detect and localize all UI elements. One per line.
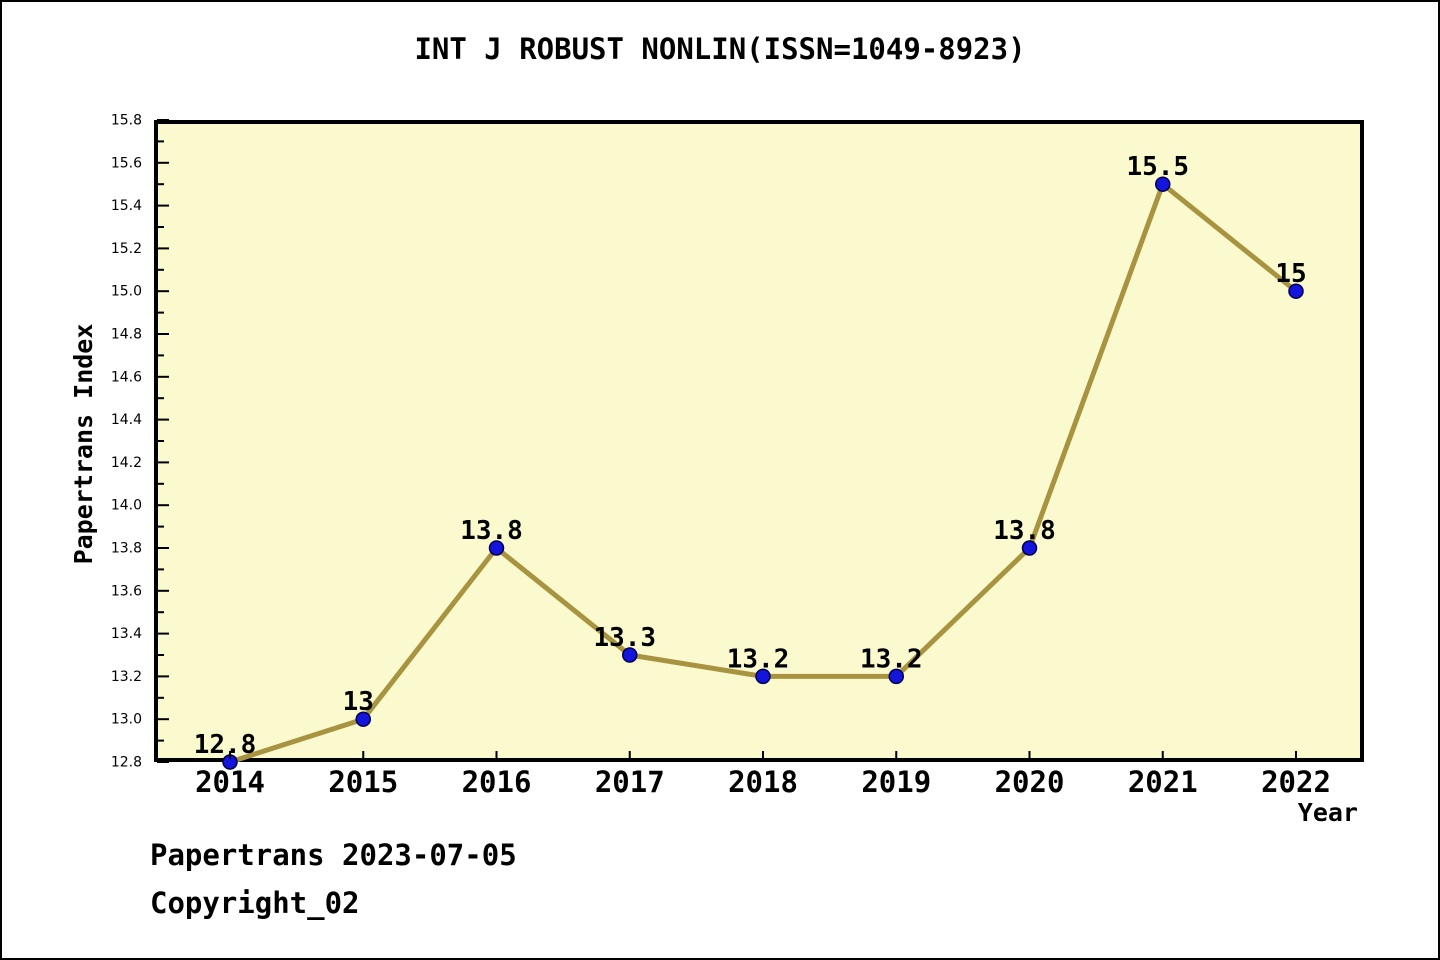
x-tick-label: 2017 [595,765,665,799]
footer-copyright: Copyright_02 [150,886,360,920]
data-point [622,647,638,663]
y-axis-title: Papertrans Index [69,323,98,565]
x-tick-label: 2015 [328,765,398,799]
y-tick-label: 14.8 [111,326,142,342]
plot-background [154,120,1364,762]
data-point [755,668,771,685]
chart-title: INT J ROBUST NONLIN(ISSN=1049-8923) [414,32,1026,66]
data-point-label: 13.2 [727,644,790,674]
y-tick-label: 13.2 [111,669,142,685]
data-point [1288,283,1304,299]
y-tick-label: 13.0 [111,712,142,728]
y-tick-label: 14.6 [111,369,142,385]
y-tick-label: 14.2 [111,455,142,471]
x-tick-label: 2019 [861,765,931,799]
data-point [1021,540,1038,556]
x-tick-label: 2018 [728,765,798,799]
x-tick-label: 2020 [995,765,1065,799]
y-tick-label: 15.4 [111,198,142,214]
plot-border [154,120,1364,762]
data-point-label: 12.8 [194,730,257,760]
data-point-label: 13 [343,687,374,717]
data-point-label: 15 [1275,259,1306,289]
y-tick-label: 15.8 [111,112,142,128]
y-tick-label: 13.4 [111,626,142,642]
data-point [355,711,371,727]
data-point-label: 13.8 [460,516,523,546]
y-tick-label: 14.4 [111,412,142,428]
data-point-label: 13.8 [993,516,1056,546]
data-point [488,540,505,556]
x-tick-label: 2021 [1128,765,1198,799]
data-point [1155,176,1171,192]
y-tick-label: 15.0 [111,284,142,300]
x-tick-label: 2014 [195,765,265,799]
data-point [888,668,904,685]
data-point-label: 13.3 [593,623,656,653]
y-tick-label: 15.2 [111,241,142,257]
x-tick-label: 2022 [1261,765,1331,799]
chart-plot-area: 12.8 13.0 13.2 13.4 13.6 13.8 14.0 14.2 14.4 14.6… [111,112,1364,799]
footer-watermark: Papertrans 2023-07-05 [150,838,517,872]
data-point-label: 13.2 [860,644,923,674]
y-tick-label: 13.8 [111,540,142,556]
data-point-label: 15.5 [1126,152,1189,182]
y-tick-label: 13.6 [111,583,142,599]
x-axis-title: Year [1297,798,1358,827]
x-tick-label: 2016 [462,765,532,799]
y-tick-label: 12.8 [111,754,142,770]
y-tick-label: 14.0 [111,498,142,514]
y-tick-label: 15.6 [111,155,142,171]
